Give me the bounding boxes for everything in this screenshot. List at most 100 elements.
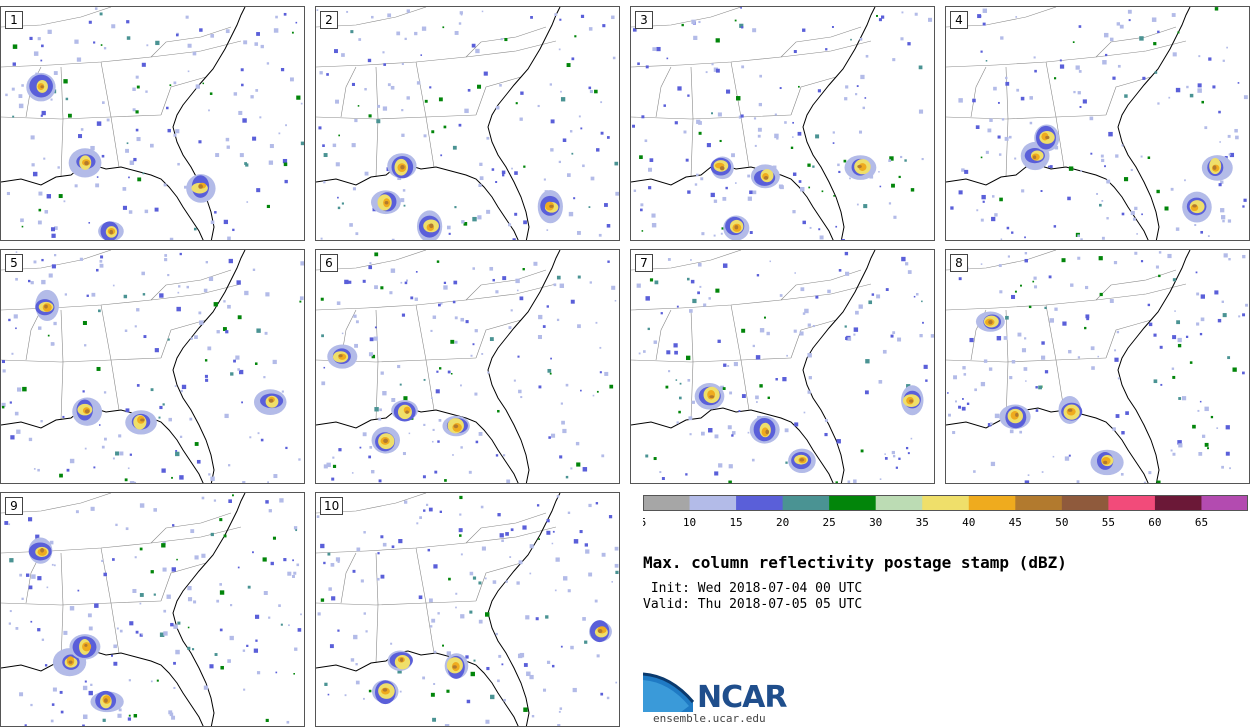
reflectivity-echo (175, 449, 178, 452)
reflectivity-echo (1024, 480, 1030, 483)
state-border (631, 357, 792, 363)
ncar-wordmark: NCAR (697, 680, 787, 715)
reflectivity-echo (363, 612, 366, 615)
reflectivity-echo (286, 720, 290, 724)
reflectivity-echo (254, 614, 260, 619)
reflectivity-echo (288, 624, 290, 627)
reflectivity-echo (187, 646, 191, 650)
reflectivity-echo (380, 535, 384, 539)
reflectivity-echo (331, 477, 335, 481)
storm-cell (198, 184, 203, 189)
reflectivity-echo (191, 648, 195, 651)
reflectivity-echo (87, 613, 92, 618)
reflectivity-echo (503, 454, 506, 457)
reflectivity-echo (19, 573, 23, 577)
reflectivity-echo (440, 302, 443, 305)
reflectivity-echo (807, 323, 811, 327)
state-border (100, 304, 120, 411)
reflectivity-echo (812, 165, 815, 168)
reflectivity-echo (797, 131, 802, 136)
colorbar-segment (736, 495, 784, 510)
storm-cell (1032, 155, 1037, 160)
reflectivity-echo (858, 130, 863, 134)
reflectivity-echo (129, 453, 132, 456)
reflectivity-echo (448, 577, 451, 581)
reflectivity-echo (809, 226, 812, 229)
reflectivity-echo (632, 124, 636, 128)
reflectivity-echo (549, 372, 552, 375)
reflectivity-echo (438, 419, 442, 422)
reflectivity-echo (495, 105, 500, 110)
reflectivity-echo (444, 724, 450, 726)
reflectivity-echo (738, 410, 741, 412)
reflectivity-echo (690, 259, 692, 261)
member-map (316, 250, 617, 483)
reflectivity-echo (169, 712, 174, 717)
reflectivity-echo (1005, 76, 1008, 80)
reflectivity-echo (1009, 429, 1014, 434)
state-border (160, 319, 207, 359)
storm-cell (109, 229, 114, 235)
reflectivity-echo (551, 542, 554, 545)
reflectivity-echo (1059, 64, 1065, 69)
reflectivity-echo (84, 344, 87, 347)
reflectivity-echo (559, 707, 563, 710)
reflectivity-echo (422, 676, 426, 680)
state-border (730, 61, 750, 168)
reflectivity-echo (723, 363, 727, 367)
reflectivity-echo (323, 366, 326, 369)
state-border (790, 76, 837, 116)
reflectivity-echo (1, 402, 6, 407)
reflectivity-echo (423, 423, 426, 426)
reflectivity-echo (95, 183, 100, 188)
reflectivity-echo (74, 184, 78, 188)
reflectivity-echo (126, 142, 129, 145)
reflectivity-echo (856, 85, 859, 88)
reflectivity-echo (262, 557, 267, 562)
reflectivity-echo (128, 714, 131, 717)
reflectivity-echo (406, 279, 409, 282)
reflectivity-echo (438, 303, 441, 307)
reflectivity-colorbar: 5101520253035404550556065 (643, 495, 1248, 529)
reflectivity-echo (352, 569, 356, 573)
reflectivity-echo (475, 48, 480, 54)
reflectivity-echo (1008, 135, 1012, 139)
storm-cell (858, 163, 867, 171)
reflectivity-echo (162, 403, 165, 406)
reflectivity-echo (260, 44, 264, 49)
reflectivity-echo (103, 572, 107, 577)
reflectivity-echo (300, 261, 304, 266)
reflectivity-echo (573, 539, 579, 544)
reflectivity-echo (227, 659, 231, 663)
reflectivity-echo (391, 238, 395, 240)
reflectivity-echo (166, 594, 171, 599)
reflectivity-echo (708, 428, 713, 433)
map-base (316, 7, 561, 240)
reflectivity-echo (815, 295, 819, 299)
reflectivity-echo (193, 600, 197, 604)
reflectivity-echo (40, 59, 43, 62)
reflectivity-echo (1090, 346, 1095, 351)
reflectivity-echo (550, 119, 555, 124)
reflectivity-echo (242, 649, 246, 652)
reflectivity-echo (1077, 234, 1080, 238)
reflectivity-echo (555, 557, 560, 562)
reflectivity-echo (1172, 335, 1177, 340)
reflectivity-echo (214, 653, 218, 656)
reflectivity-echo (224, 413, 229, 419)
reflectivity-echo (62, 415, 65, 418)
reflectivity-echo (68, 113, 72, 118)
colorbar-segment (643, 495, 691, 510)
reflectivity-echo (653, 457, 657, 461)
reflectivity-echo (139, 633, 143, 637)
reflectivity-echo (421, 26, 427, 31)
reflectivity-echo (513, 379, 516, 382)
reflectivity-echo (344, 694, 347, 697)
reflectivity-echo (497, 513, 501, 517)
reflectivity-echo (436, 260, 440, 263)
reflectivity-echo (230, 604, 233, 607)
reflectivity-echo (326, 73, 329, 76)
reflectivity-echo (401, 133, 405, 137)
reflectivity-echo (239, 153, 244, 158)
reflectivity-echo (726, 89, 731, 94)
